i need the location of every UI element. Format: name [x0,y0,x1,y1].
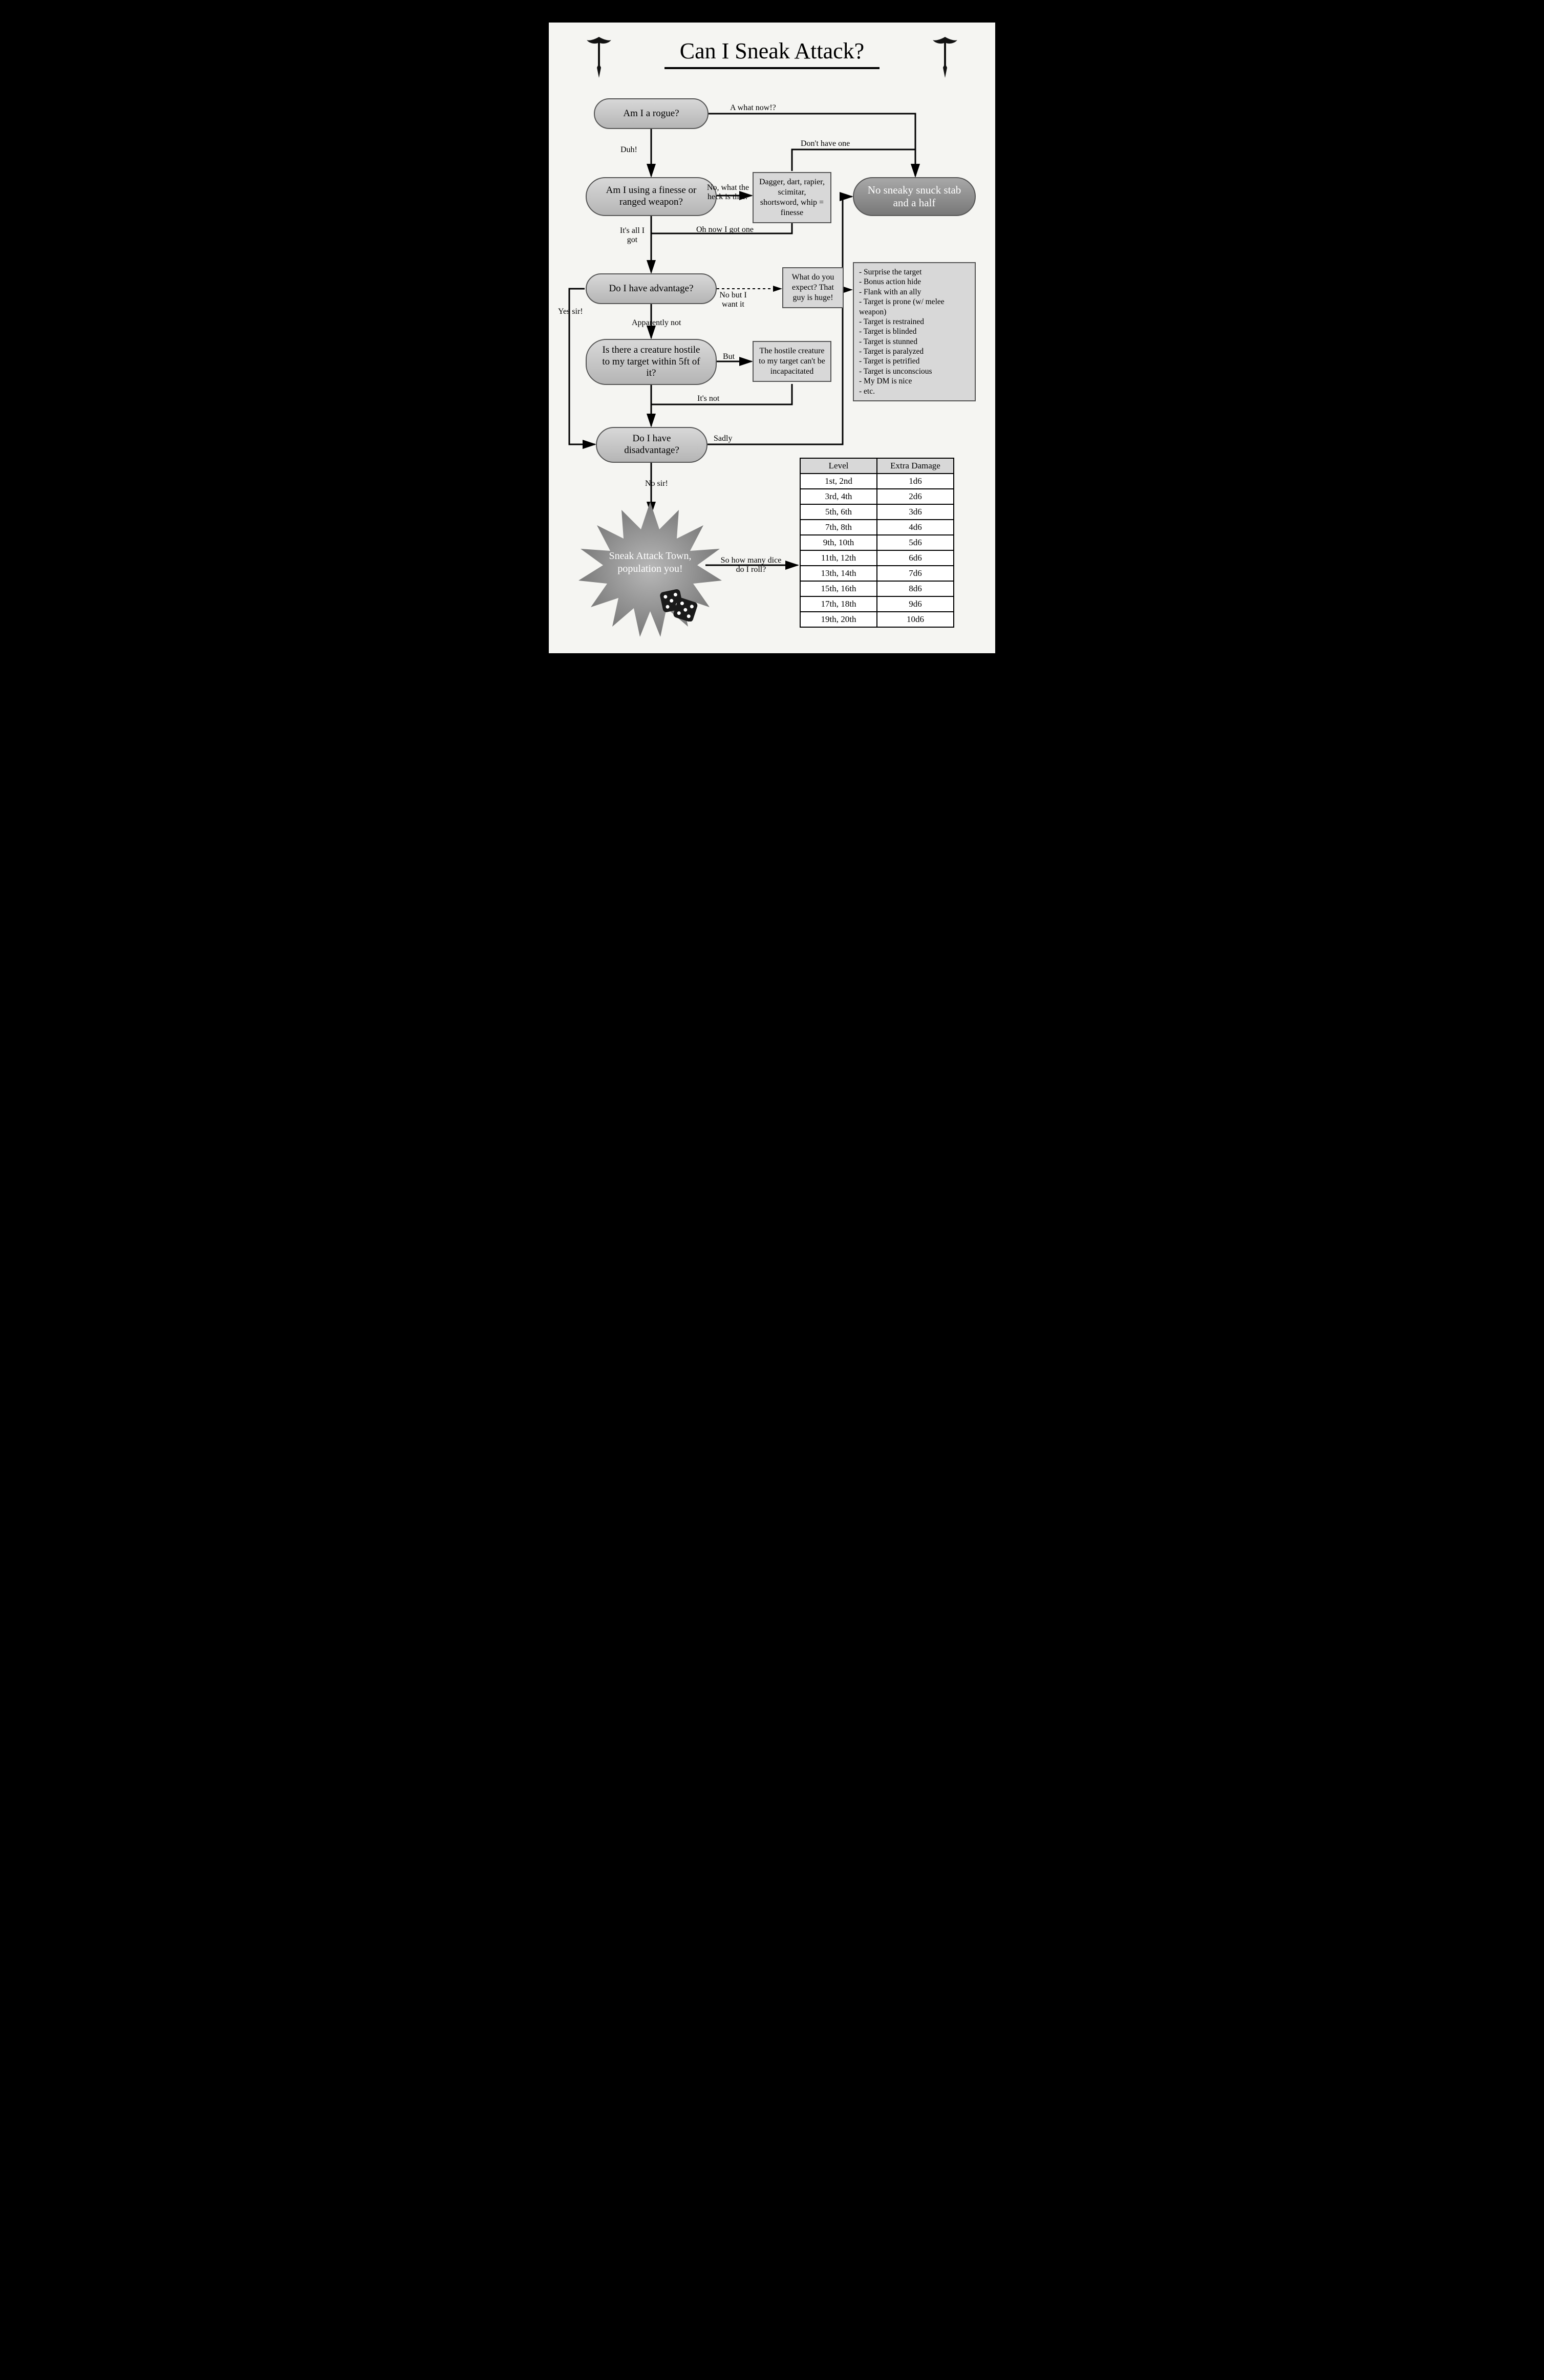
edge-label: Apparently not [632,318,681,328]
table-cell: 1st, 2nd [800,474,877,489]
table-row: 5th, 6th3d6 [800,504,954,520]
node-label: No sneaky snuck stab and a half [866,184,962,209]
table-cell: 13th, 14th [800,566,877,581]
node-nosneak: No sneaky snuck stab and a half [853,177,976,216]
edge-label: Yes sir! [558,307,583,316]
node-label: Am I a rogue? [623,108,679,120]
table-header: Level [800,458,877,474]
edge-label: Sadly [714,434,732,443]
edge-label: Oh now I got one [696,225,754,234]
box-huge: What do you expect? That guy is huge! [782,267,844,308]
table-row: 13th, 14th7d6 [800,566,954,581]
table-cell: 11th, 12th [800,550,877,566]
edge-label: No but I want it [711,291,756,310]
table-cell: 5th, 6th [800,504,877,520]
table-row: 1st, 2nd1d6 [800,474,954,489]
tip-item: - Target is blinded [859,327,970,336]
table-cell: 10d6 [877,612,954,627]
table-cell: 1d6 [877,474,954,489]
damage-table: LevelExtra Damage1st, 2nd1d63rd, 4th2d65… [800,458,954,628]
edge-label: No, what the heck is that? [702,183,754,202]
tip-item: - Target is petrified [859,356,970,366]
table-cell: 4d6 [877,520,954,535]
table-cell: 17th, 18th [800,596,877,612]
box-incap: The hostile creature to my target can't … [753,341,831,382]
table-cell: 3d6 [877,504,954,520]
table-cell: 2d6 [877,489,954,504]
node-finesse: Am I using a finesse or ranged weapon? [586,177,717,216]
table-row: 3rd, 4th2d6 [800,489,954,504]
edge-label: But [723,352,735,361]
edge-label: It's all I got [614,226,650,245]
edge-label: A what now!? [730,103,776,113]
flowchart-page: Can I Sneak Attack? [547,20,997,655]
table-cell: 5d6 [877,535,954,550]
edge-label: Duh! [620,145,637,155]
table-cell: 9th, 10th [800,535,877,550]
table-cell: 19th, 20th [800,612,877,627]
table-row: 19th, 20th10d6 [800,612,954,627]
tip-item: - Target is paralyzed [859,347,970,356]
tip-item: - Bonus action hide [859,277,970,287]
box-label: Dagger, dart, rapier, scimitar, shortswo… [759,178,825,217]
tip-item: - Target is prone (w/ melee weapon) [859,297,970,317]
table-row: 15th, 16th8d6 [800,581,954,596]
table-cell: 6d6 [877,550,954,566]
dagger-icon [587,37,611,78]
edge-label: So how many dice do I roll? [718,556,784,575]
table-row: 9th, 10th5d6 [800,535,954,550]
starburst-label: Sneak Attack Town, population you! [599,550,701,575]
tip-item: - Target is stunned [859,337,970,347]
node-label: Am I using a finesse or ranged weapon? [599,185,703,208]
edge-label: Don't have one [801,139,850,148]
node-disadvantage: Do I have disadvantage? [596,427,707,463]
table-cell: 15th, 16th [800,581,877,596]
tip-item: - Flank with an ally [859,287,970,297]
table-row: 11th, 12th6d6 [800,550,954,566]
node-label: Is there a creature hostile to my target… [599,345,703,379]
table-cell: 8d6 [877,581,954,596]
edge-label: It's not [697,394,719,403]
node-rogue: Am I a rogue? [594,98,709,129]
node-label: Do I have disadvantage? [609,433,694,457]
edge-label: No sir! [645,479,668,488]
table-cell: 7d6 [877,566,954,581]
table-cell: 9d6 [877,596,954,612]
tip-item: - etc. [859,387,970,396]
node-label: Do I have advantage? [609,283,693,295]
tip-item: - Target is restrained [859,317,970,327]
page-title: Can I Sneak Attack? [549,23,995,64]
tip-item: - My DM is nice [859,376,970,386]
table-cell: 3rd, 4th [800,489,877,504]
dice-icon [656,586,702,621]
table-cell: 7th, 8th [800,520,877,535]
node-hostile: Is there a creature hostile to my target… [586,339,717,385]
tip-item: - Surprise the target [859,267,970,277]
box-weapons: Dagger, dart, rapier, scimitar, shortswo… [753,172,831,223]
box-label: What do you expect? That guy is huge! [792,273,834,302]
table-row: 7th, 8th4d6 [800,520,954,535]
dagger-icon [933,37,957,78]
node-advantage: Do I have advantage? [586,273,717,304]
title-underline [664,67,880,69]
tip-item: - Target is unconscious [859,367,970,376]
box-label: The hostile creature to my target can't … [759,347,825,376]
box-tips: - Surprise the target- Bonus action hide… [853,262,976,401]
table-header: Extra Damage [877,458,954,474]
table-row: 17th, 18th9d6 [800,596,954,612]
